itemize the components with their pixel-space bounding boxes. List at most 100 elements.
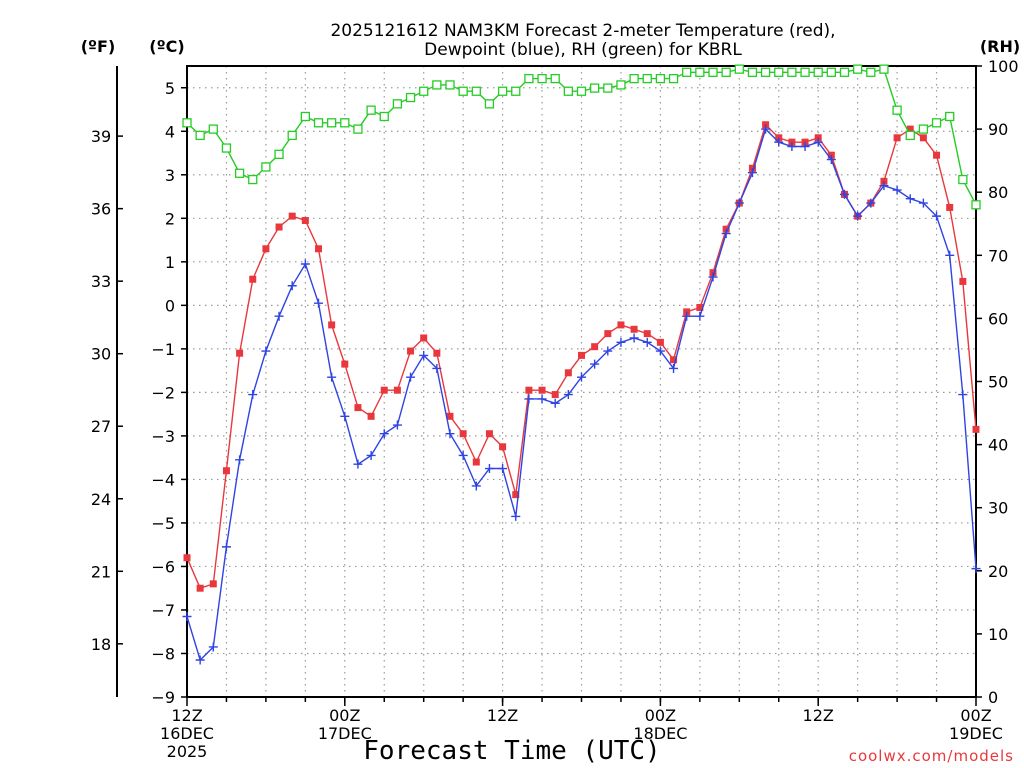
dewpoint-point xyxy=(879,181,889,191)
dewpoint-point xyxy=(708,272,718,282)
temperature-point xyxy=(578,351,585,359)
rh-point xyxy=(603,83,613,93)
fahrenheit-tick-label: 27 xyxy=(91,417,111,436)
temperature-point xyxy=(288,212,296,220)
rh-point xyxy=(497,86,508,96)
rh-point xyxy=(708,67,718,77)
chart-title-line2: Dewpoint (blue), RH (green) for KBRL xyxy=(424,40,742,60)
rh-point xyxy=(221,143,232,153)
x-axis-title: Forecast Time (UTC) xyxy=(363,736,660,766)
rh-point xyxy=(971,200,981,210)
rh-point xyxy=(576,86,587,96)
dewpoint-point xyxy=(655,346,665,356)
temperature-point xyxy=(380,386,388,394)
rh-point xyxy=(234,168,245,178)
dewpoint-point xyxy=(577,372,586,382)
temperature-point xyxy=(591,343,599,351)
dewpoint-point xyxy=(945,250,955,260)
rh-point xyxy=(866,67,876,77)
dewpoint-point xyxy=(379,429,389,439)
temperature-point xyxy=(367,412,375,420)
rh-point xyxy=(668,73,679,84)
rh-point xyxy=(958,174,968,185)
fahrenheit-axis-label: (ºF) xyxy=(81,37,116,56)
dewpoint-point xyxy=(721,229,731,239)
rh-point xyxy=(931,118,942,128)
rh-point xyxy=(471,86,481,96)
rh-tick-label: 90 xyxy=(988,120,1008,139)
fahrenheit-tick-label: 33 xyxy=(91,272,111,291)
temperature-point xyxy=(459,430,467,438)
rh-point xyxy=(182,118,192,128)
dewpoint-point xyxy=(603,346,613,356)
dewpoint-point xyxy=(340,411,350,421)
credit-text: coolwx.com/models xyxy=(849,747,1014,765)
rh-tick-label: 70 xyxy=(988,246,1008,265)
rh-point xyxy=(945,111,955,122)
dewpoint-point xyxy=(484,464,494,474)
celsius-tick-label: −9 xyxy=(151,688,175,707)
dewpoint-point xyxy=(274,311,284,321)
dewpoint-point xyxy=(419,350,429,360)
dewpoint-point xyxy=(406,372,416,382)
rh-point xyxy=(379,111,389,122)
dewpoint-point xyxy=(629,333,639,343)
dewpoint-point xyxy=(616,337,626,347)
temperature-point xyxy=(275,223,283,231)
dewpoint-point xyxy=(669,363,679,373)
dewpoint-point xyxy=(182,611,192,621)
rh-point xyxy=(366,105,376,115)
temperature-point xyxy=(946,203,954,211)
rh-point xyxy=(616,80,626,90)
dewpoint-point xyxy=(314,298,323,308)
dewpoint-point xyxy=(432,363,442,373)
dewpoint-point xyxy=(248,390,258,400)
dewpoint-point xyxy=(787,142,797,152)
dewpoint-point xyxy=(195,655,205,665)
rh-point xyxy=(826,67,836,77)
dewpoint-point xyxy=(774,137,784,147)
rh-tick-label: 20 xyxy=(988,562,1008,581)
x-tick-label: 2025 xyxy=(167,742,208,761)
dewpoint-point xyxy=(866,198,876,208)
dewpoint-point xyxy=(826,155,836,165)
rh-point xyxy=(353,124,363,134)
rh-point xyxy=(300,111,311,122)
x-tick-label: 12Z xyxy=(803,706,834,725)
temperature-point xyxy=(512,491,520,499)
rh-point xyxy=(524,73,534,84)
temperature-point xyxy=(183,554,191,562)
rh-tick-label: 0 xyxy=(988,688,998,707)
x-tick-label: 00Z xyxy=(329,706,360,725)
celsius-tick-label: 3 xyxy=(165,166,175,185)
dewpoint-point xyxy=(932,211,942,221)
temperature-point xyxy=(538,386,546,394)
temperature-point xyxy=(328,321,336,329)
dewpoint-point xyxy=(734,198,744,208)
celsius-tick-label: 5 xyxy=(165,79,175,98)
rh-point xyxy=(511,86,521,96)
temperature-point xyxy=(301,216,309,224)
rh-point xyxy=(747,67,758,77)
rh-point xyxy=(195,130,205,141)
rh-axis-label: (RH) xyxy=(980,37,1020,56)
chart-title-line1: 2025121612 NAM3KM Forecast 2-meter Tempe… xyxy=(330,21,835,41)
rh-point xyxy=(800,67,810,77)
rh-tick-label: 100 xyxy=(988,57,1019,76)
dewpoint-point xyxy=(458,450,468,460)
temperature-point xyxy=(222,467,230,475)
temperature-point xyxy=(604,330,612,338)
rh-point xyxy=(208,124,218,134)
celsius-tick-label: −6 xyxy=(151,557,175,576)
temperature-point xyxy=(906,125,914,133)
rh-tick-label: 30 xyxy=(988,499,1008,518)
x-tick-label: 00Z xyxy=(960,706,991,725)
dewpoint-point xyxy=(682,311,692,321)
temperature-point xyxy=(656,338,664,346)
fahrenheit-tick-label: 39 xyxy=(91,127,111,146)
temperature-point xyxy=(341,360,349,368)
rh-point xyxy=(787,67,797,77)
temperature-point xyxy=(354,404,362,412)
temperature-point xyxy=(433,349,441,357)
dewpoint-point xyxy=(327,372,337,382)
